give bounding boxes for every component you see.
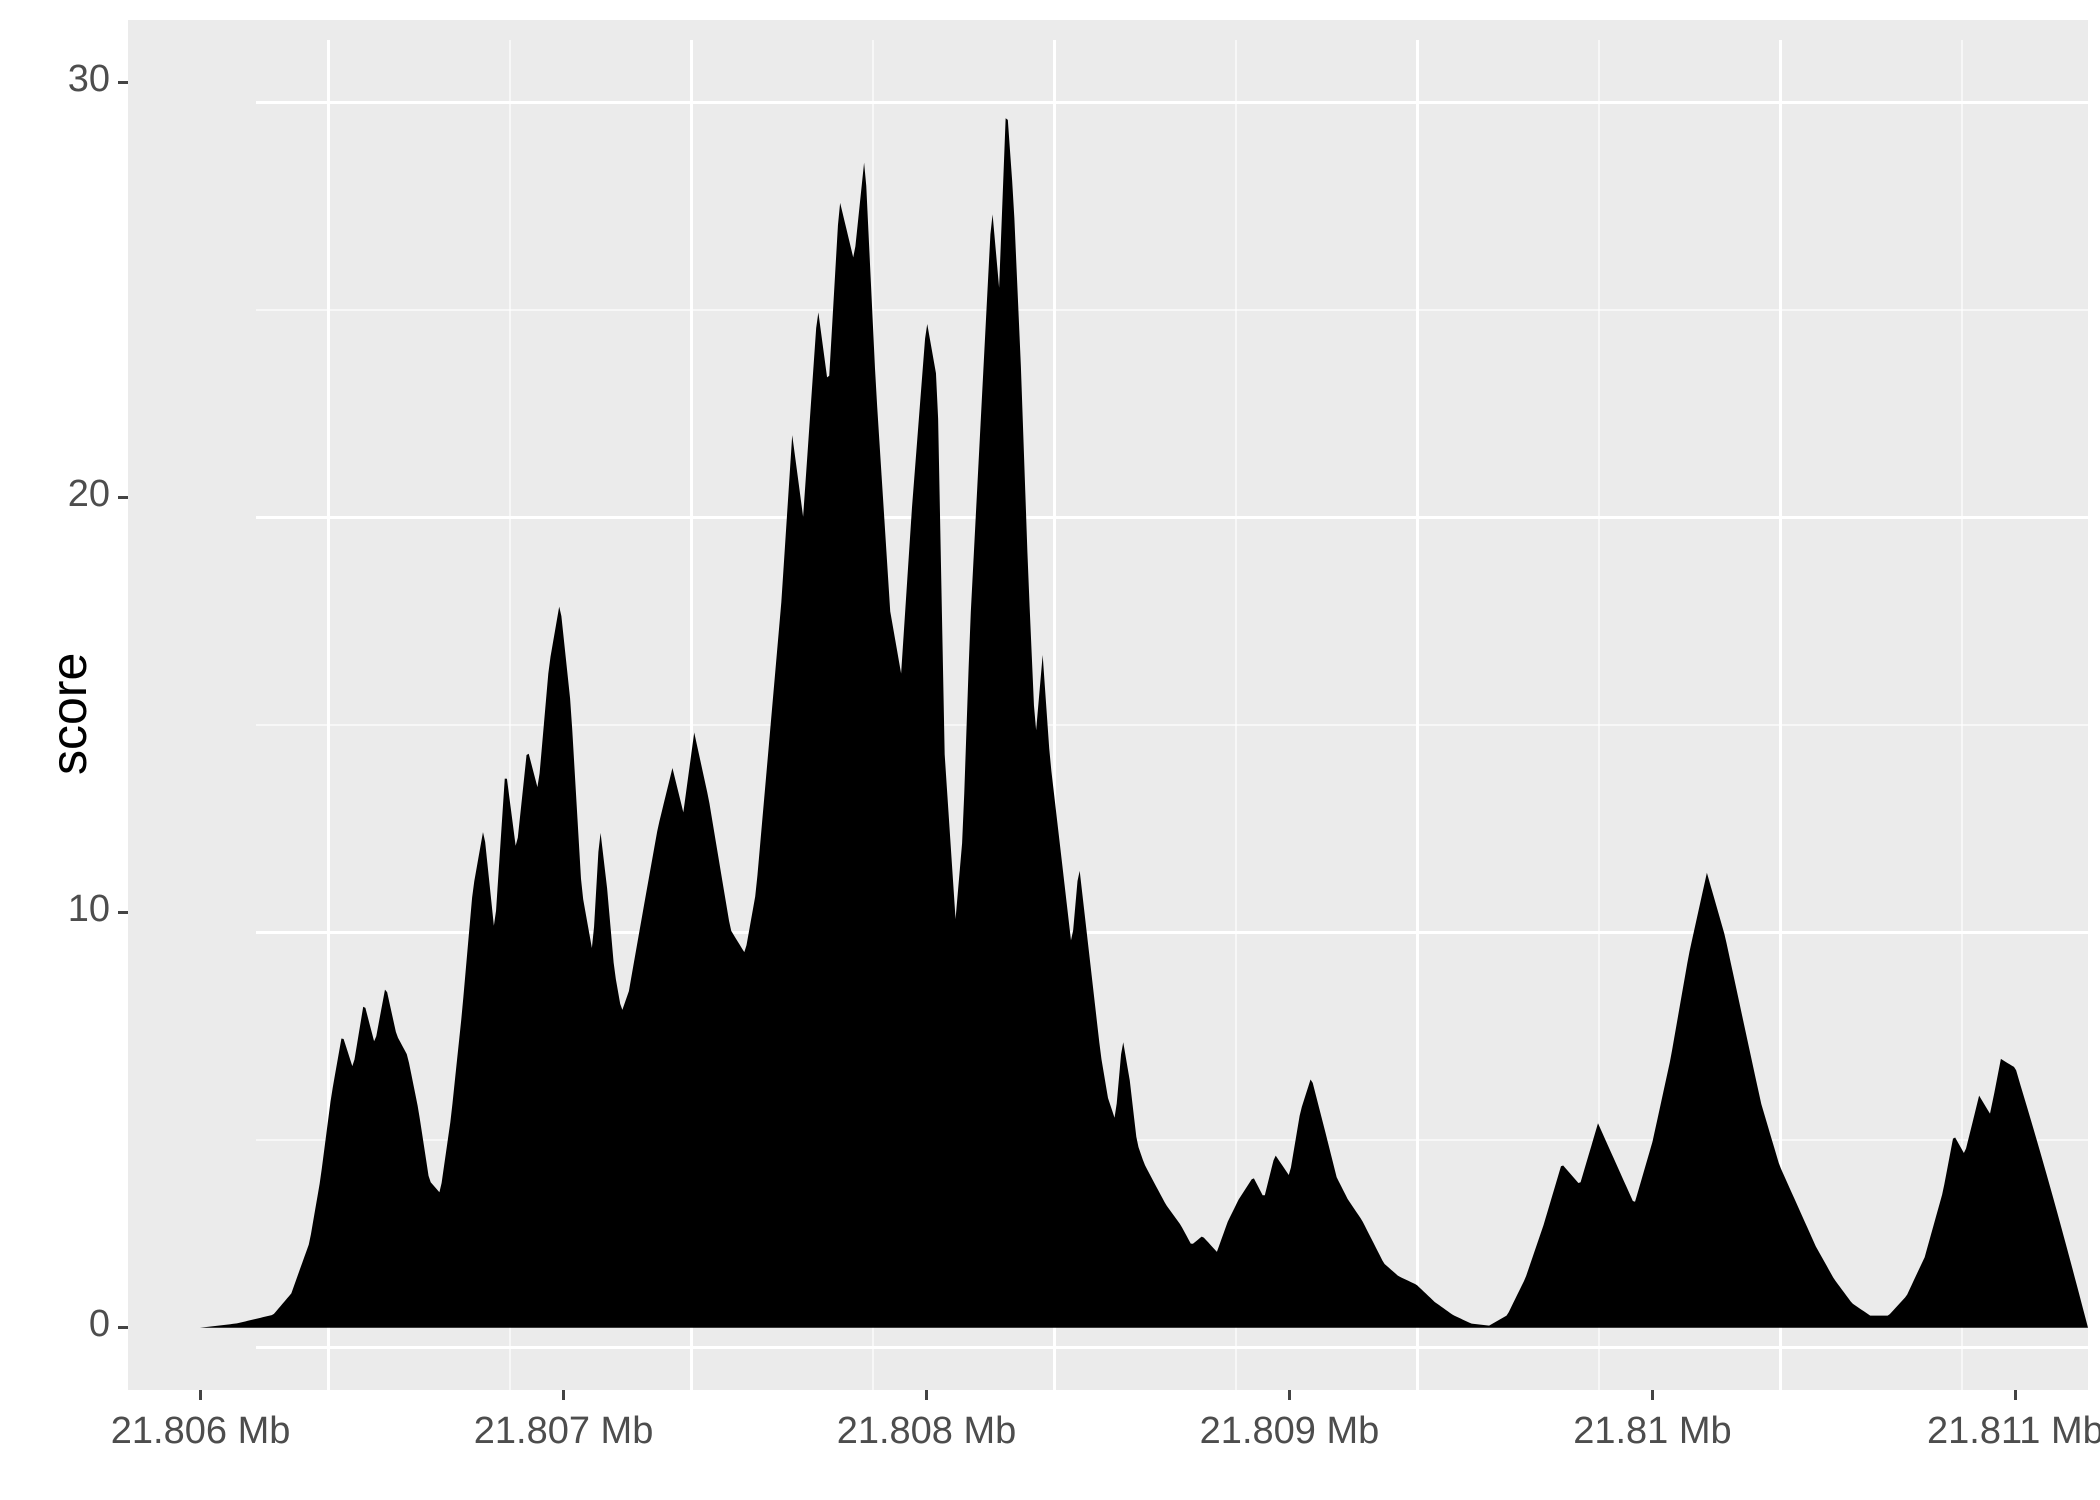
x-tick-mark (925, 1390, 928, 1400)
x-tick-mark (1288, 1390, 1291, 1400)
x-tick-label: 21.811 Mb (1905, 1410, 2100, 1453)
x-tick-mark (199, 1390, 202, 1400)
score-area (128, 118, 2088, 1328)
y-tick-label: 20 (68, 473, 110, 516)
area-plot (0, 0, 2100, 1500)
y-tick-label: 30 (68, 58, 110, 101)
y-tick-mark (118, 1326, 128, 1329)
y-tick-label: 10 (68, 888, 110, 931)
x-tick-mark (562, 1390, 565, 1400)
y-tick-label: 0 (89, 1303, 110, 1346)
x-tick-label: 21.81 Mb (1542, 1410, 1762, 1453)
y-tick-mark (118, 81, 128, 84)
y-tick-mark (118, 496, 128, 499)
y-axis-title: score (40, 653, 98, 775)
chart-container: 0 10 20 30 21.806 Mb 21.807 Mb 21.808 Mb 21.809… (0, 0, 2100, 1500)
x-tick-label: 21.807 Mb (454, 1410, 674, 1453)
x-tick-label: 21.808 Mb (817, 1410, 1037, 1453)
x-tick-mark (1651, 1390, 1654, 1400)
y-tick-mark (118, 911, 128, 914)
x-tick-label: 21.809 Mb (1179, 1410, 1399, 1453)
x-tick-mark (2014, 1390, 2017, 1400)
x-tick-label: 21.806 Mb (91, 1410, 311, 1453)
